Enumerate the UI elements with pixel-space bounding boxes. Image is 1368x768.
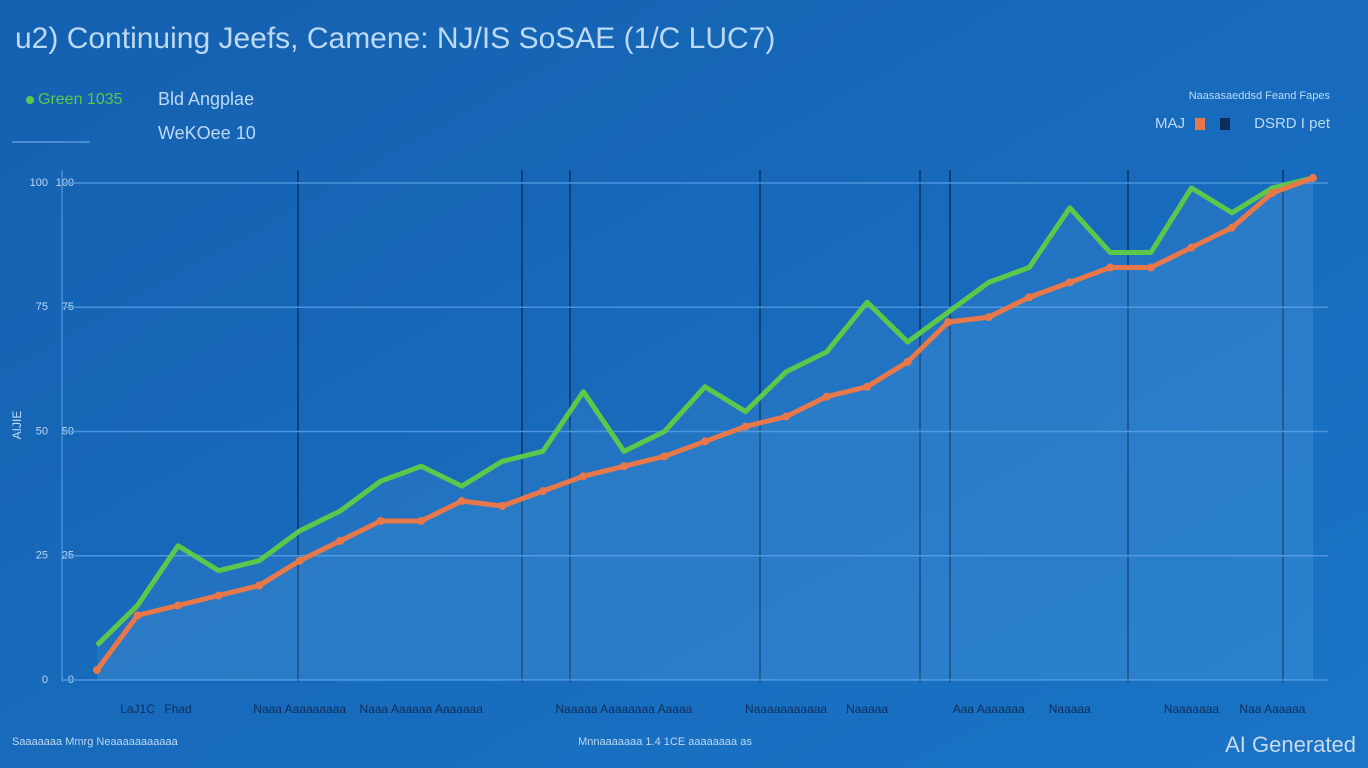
point	[376, 516, 385, 525]
footer-text: Mnnaaaaaaa 1.4 1CE aaaaaaaa as	[578, 736, 752, 748]
y-tick-label: 100	[30, 177, 48, 189]
area	[97, 177, 1313, 680]
point	[1146, 263, 1155, 272]
legend-label: Green 1035	[38, 91, 123, 108]
point	[336, 536, 345, 545]
point	[457, 497, 466, 506]
x-tick-label: Naaaaa Aaaaaaaa Aaaaa	[556, 702, 693, 716]
x-tick-label: Naaaaaaaaaaa	[745, 702, 827, 716]
point	[1025, 293, 1034, 302]
legend-label: MAJ	[1155, 115, 1185, 132]
x-tick-label: Naa Aaaaaa	[1239, 702, 1305, 716]
point	[498, 502, 507, 511]
footer-text: Saaaaaaa Mmrg Neaaaaaaaaaaa	[12, 736, 179, 748]
point	[1227, 223, 1236, 232]
legend-swatch	[1220, 118, 1230, 130]
point	[863, 382, 872, 391]
point	[93, 666, 101, 675]
point	[619, 462, 628, 471]
point	[944, 318, 953, 327]
x-tick-label: Naaaaa	[1049, 702, 1091, 716]
point	[660, 452, 669, 461]
point	[782, 412, 791, 421]
x-tick-label: Fhad	[164, 702, 191, 716]
point	[538, 487, 547, 496]
y-tick-label: 25	[36, 550, 48, 562]
point	[701, 437, 709, 446]
legend-swatch	[1195, 118, 1205, 130]
x-tick-label: Naaa Aaaaaaaaa	[253, 702, 346, 716]
x-tick-label: Naaaaaaa	[1164, 702, 1220, 716]
point	[1309, 173, 1317, 182]
legend-note: WeKOee 10	[158, 123, 256, 143]
legend-note: DSRD I pet	[1254, 115, 1331, 132]
point	[133, 611, 142, 620]
point	[984, 313, 993, 322]
point	[255, 581, 264, 590]
legend-swatch	[26, 96, 34, 104]
y-tick-label: 75	[36, 301, 48, 313]
point	[579, 472, 588, 481]
decor-lines	[61, 170, 1284, 682]
legend-note: Naasasaeddsd Feand Fapes	[1189, 90, 1331, 102]
point	[295, 556, 304, 565]
x-tick-label: LaJ1C	[120, 702, 155, 716]
point	[214, 591, 223, 600]
x-tick-label: Naaaaa	[846, 702, 888, 716]
point	[741, 422, 750, 431]
point	[1106, 263, 1115, 272]
watermark: AI Generated	[1225, 732, 1356, 757]
line	[95, 175, 1314, 647]
y-axis-label: AIJIE	[10, 411, 24, 440]
area	[97, 177, 1313, 680]
point	[1268, 188, 1277, 197]
point	[1065, 278, 1074, 287]
y-tick-label: 50	[36, 425, 48, 437]
point	[174, 601, 183, 610]
chart-title: u2) Continuing Jeefs, Camene: NJ/IS SoSA…	[15, 22, 775, 55]
legend-note: Bld Angplae	[158, 89, 254, 109]
x-tick-label: Aaa Aaaaaaa	[953, 702, 1025, 716]
point	[822, 392, 831, 401]
point	[417, 516, 426, 525]
y-tick-label: 0	[42, 674, 48, 686]
point	[1187, 243, 1196, 252]
x-tick-label: Naaa Aaaaaa Aaaaaaa	[360, 702, 484, 716]
point	[903, 357, 912, 366]
